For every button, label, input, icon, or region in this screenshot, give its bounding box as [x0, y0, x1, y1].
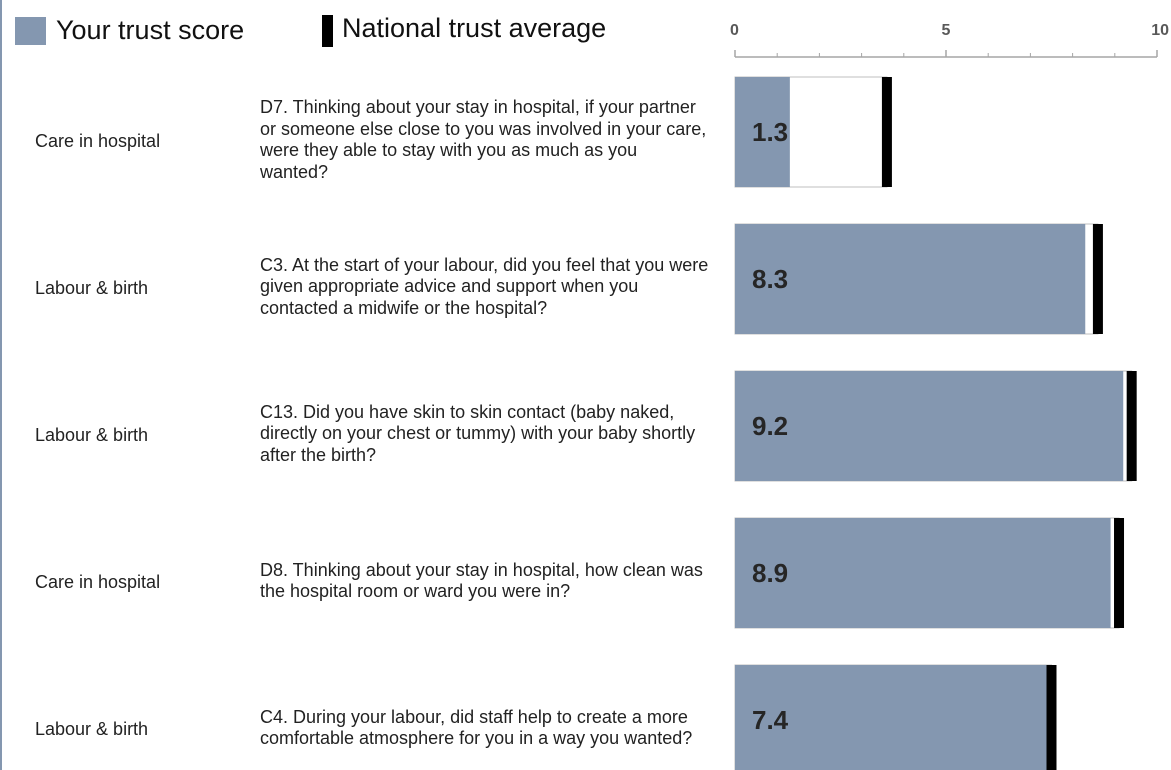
legend-swatch [322, 15, 333, 47]
legend-label: National trust average [342, 13, 606, 43]
x-tick-label: 10 [1151, 22, 1169, 39]
average-marker [1046, 665, 1057, 770]
legend-swatch [15, 17, 46, 45]
section-label: Care in hospital [35, 131, 160, 151]
legend-label: Your trust score [56, 15, 244, 45]
value-label: 7.4 [752, 705, 789, 735]
bar [735, 518, 1111, 628]
average-marker [1126, 371, 1137, 481]
bar [735, 665, 1048, 770]
bar [735, 224, 1086, 334]
value-label: 1.3 [752, 117, 788, 147]
question-text: C3. At the start of your labour, did you… [260, 254, 709, 318]
question-text: D7. Thinking about your stay in hospital… [260, 97, 707, 182]
value-label: 9.2 [752, 411, 788, 441]
value-label: 8.3 [752, 264, 788, 294]
bar [735, 77, 790, 187]
section-label: Labour & birth [35, 719, 148, 739]
section-label: Care in hospital [35, 572, 160, 592]
bar [735, 371, 1124, 481]
section-label: Labour & birth [35, 425, 148, 445]
question-text: D8. Thinking about your stay in hospital… [260, 559, 703, 602]
average-marker [1092, 224, 1103, 334]
value-label: 8.9 [752, 558, 788, 588]
question-text: C13. Did you have skin to skin contact (… [260, 401, 696, 465]
x-tick-label: 5 [942, 22, 951, 39]
section-label: Labour & birth [35, 278, 148, 298]
average-marker [881, 77, 892, 187]
question-text: C4. During your labour, did staff help t… [260, 706, 693, 749]
average-marker [1114, 518, 1125, 628]
x-tick-label: 0 [730, 22, 739, 39]
